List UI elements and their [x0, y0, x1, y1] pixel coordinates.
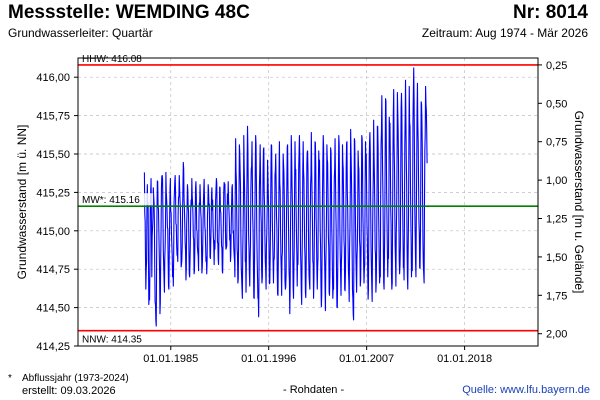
- y-axis-title: Grundwasserstand [m ü. NN]: [15, 125, 29, 280]
- y-tick-label: 416,00: [36, 72, 70, 84]
- created-date: erstellt: 09.03.2026: [22, 385, 116, 397]
- y-tick-label: 415,50: [36, 149, 70, 161]
- page-title: Messstelle: WEMDING 48C: [8, 2, 250, 23]
- reference-label-bg: [80, 332, 154, 345]
- series-layer: [143, 67, 428, 327]
- footnote-mark: *: [8, 373, 12, 384]
- y2-tick-label: 0,50: [546, 98, 567, 110]
- y2-tick-label: 1,50: [546, 252, 567, 264]
- y2-tick-label: 0,75: [546, 137, 567, 149]
- y-tick-label: 415,00: [36, 226, 70, 238]
- plot-frame: [77, 57, 539, 347]
- x-tick-label: 01.01.1996: [241, 353, 296, 365]
- y-tick-label: 414,25: [36, 341, 70, 353]
- aquifer-label: Grundwasserleiter: Quartär: [8, 26, 153, 40]
- data-type-label: - Rohdaten -: [283, 384, 345, 396]
- reference-label-hhw: HHW: 416.08: [82, 54, 142, 65]
- x-tick-label: 01.01.2007: [339, 353, 394, 365]
- reference-label-nnw: NNW: 414.35: [82, 335, 142, 346]
- y-tick-label: 415,25: [36, 187, 70, 199]
- y2-tick-label: 0,25: [546, 60, 567, 72]
- reference-label-mw: MW*: 415.16: [82, 195, 140, 206]
- y-tick-label: 415,75: [36, 111, 70, 123]
- groundwater-level-series: [143, 67, 428, 327]
- y2-tick-label: 2,00: [546, 329, 567, 341]
- station-number: Nr: 8014: [513, 2, 588, 23]
- y2-tick-label: 1,00: [546, 175, 567, 187]
- y2-tick-label: 1,75: [546, 290, 567, 302]
- y-tick-label: 414,75: [36, 264, 70, 276]
- x-tick-label: 01.01.2018: [437, 353, 492, 365]
- reference-lines: HHW: 416.08 MW*: 415.16 NNW: 414.35: [78, 51, 538, 346]
- axes: 414,25 414,50 414,75 415,00 415,25 415,50 415,…: [36, 60, 567, 365]
- footnote: Abfluss­jahr (1973-2024): [22, 373, 129, 384]
- y2-axis-title: Grundwasserstand [m u. Gelände]: [572, 111, 586, 294]
- x-tick-label: 01.01.1985: [143, 353, 198, 365]
- y-tick-label: 414,50: [36, 303, 70, 315]
- period-label: Zeitraum: Aug 1974 - Mär 2026: [421, 26, 588, 40]
- reference-label-bg: [80, 193, 154, 206]
- source-link[interactable]: Quelle: www.lfu.bayern.de: [462, 384, 590, 396]
- y2-tick-label: 1,25: [546, 214, 567, 226]
